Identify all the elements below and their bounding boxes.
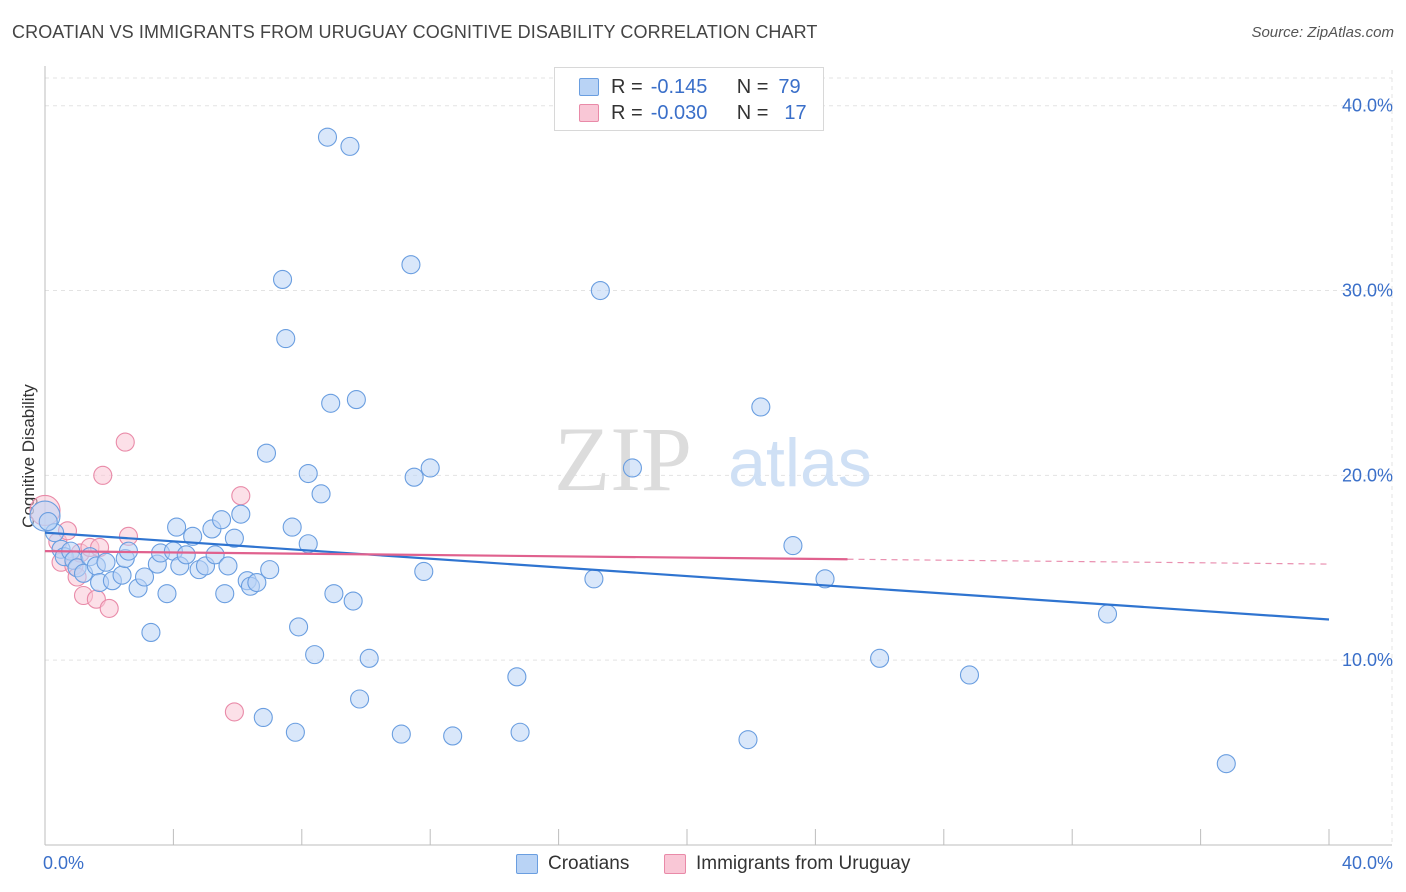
bottom-legend-croatians: Croatians — [516, 852, 629, 876]
y-tick-label: 10.0% — [1342, 650, 1393, 670]
grid-lines — [45, 70, 1393, 845]
croatian-point — [298, 463, 318, 484]
croatian-point — [272, 269, 293, 290]
watermark-atlas: atlas — [728, 425, 872, 501]
croatian-point — [305, 645, 325, 665]
croatian-point — [343, 591, 363, 611]
croatians-n-value: 79 — [778, 75, 801, 98]
uruguay-legend-label: Immigrants from Uruguay — [696, 853, 911, 874]
croatian-point — [256, 443, 277, 463]
croatian-point — [359, 648, 379, 668]
axes — [44, 66, 1392, 846]
watermark-zip: ZIP — [554, 408, 692, 510]
croatian-point — [224, 528, 244, 548]
croatian-point — [622, 458, 642, 478]
croatian-point — [443, 726, 463, 746]
croatian-point — [311, 484, 331, 504]
y-axis-label: Cognitive Disability — [19, 384, 38, 528]
bottom-legend-uruguay: Immigrants from Uruguay — [664, 852, 910, 876]
r-label: R = — [611, 101, 643, 124]
uruguay-trend-extension — [847, 558, 1330, 565]
uruguay-trend-line — [44, 550, 848, 561]
croatian-point — [317, 127, 338, 147]
croatian-point — [183, 526, 203, 546]
uruguay-swatch — [579, 104, 599, 122]
uruguay-point — [99, 598, 119, 618]
croatian-point — [738, 730, 758, 750]
croatians-trend-line — [44, 531, 1330, 621]
croatian-point — [215, 584, 235, 604]
croatian-point — [285, 722, 305, 742]
uruguay-point — [231, 486, 251, 506]
croatian-point — [510, 722, 530, 742]
croatian-point — [870, 648, 890, 668]
croatian-point — [751, 397, 771, 417]
croatian-point — [260, 560, 280, 580]
uruguay-point — [224, 702, 244, 722]
croatian-point — [176, 545, 196, 565]
croatian-point — [404, 467, 424, 487]
r-label: R = — [611, 75, 643, 98]
croatian-point — [346, 390, 366, 410]
croatian-point — [289, 617, 309, 637]
chart-title: CROATIAN VS IMMIGRANTS FROM URUGUAY COGN… — [12, 22, 818, 42]
croatian-point — [340, 136, 360, 156]
watermark: ZIP atlas — [554, 408, 872, 510]
x-tick-labels: 0.0% 40.0% — [43, 853, 1393, 873]
stats-legend: R = -0.145 N = 79 R = -0.030 N = 17 — [554, 67, 824, 131]
croatian-point — [414, 561, 434, 582]
croatian-point — [205, 545, 225, 565]
croatian-point — [96, 552, 116, 572]
legend-row-croatians: R = -0.145 N = 79 — [579, 74, 801, 100]
uruguay-r-value: -0.030 — [650, 101, 708, 124]
croatian-point — [321, 393, 341, 413]
croatians-r-value: -0.145 — [650, 75, 708, 98]
y-tick-label: 40.0% — [1342, 96, 1393, 116]
uruguay-legend-swatch — [664, 854, 686, 874]
legend-row-uruguay: R = -0.030 N = 17 — [579, 100, 807, 126]
croatian-point — [324, 584, 344, 604]
uruguay-n-value: 17 — [784, 101, 807, 124]
croatians-legend-label: Croatians — [548, 853, 630, 874]
croatian-point — [350, 689, 370, 709]
croatian-point — [959, 665, 980, 685]
croatian-point — [157, 584, 177, 604]
croatian-point — [282, 517, 302, 537]
y-tick-labels: 10.0% 20.0% 30.0% 40.0% — [1342, 96, 1393, 670]
croatian-point — [253, 707, 273, 728]
croatian-point — [391, 724, 411, 744]
y-tick-label: 30.0% — [1342, 281, 1393, 301]
x-tick-label: 40.0% — [1342, 853, 1393, 873]
croatian-point — [247, 573, 267, 593]
croatians-swatch — [579, 78, 599, 96]
croatian-point — [1097, 604, 1118, 624]
n-label: N = — [736, 101, 769, 124]
croatian-point — [401, 255, 421, 275]
croatian-point — [218, 556, 238, 576]
croatian-point — [584, 569, 604, 589]
croatian-point — [38, 512, 58, 532]
n-label: N = — [736, 75, 769, 98]
croatian-point — [276, 329, 296, 349]
trend-lines — [44, 531, 1330, 621]
croatian-point — [507, 667, 527, 687]
y-tick-label: 20.0% — [1342, 465, 1393, 485]
croatian-point — [112, 565, 132, 585]
croatian-point — [134, 567, 155, 587]
uruguay-point — [93, 465, 113, 485]
croatian-point — [815, 569, 835, 589]
croatian-point — [231, 504, 251, 524]
croatian-point — [141, 622, 161, 643]
croatians-legend-swatch — [516, 854, 538, 874]
croatian-point — [783, 536, 803, 556]
croatian-point — [420, 458, 440, 478]
croatian-point — [590, 280, 610, 301]
x-tick-label: 0.0% — [43, 853, 84, 873]
source-label: Source: ZipAtlas.com — [1251, 24, 1394, 41]
croatian-point — [167, 517, 187, 537]
croatian-point — [1216, 754, 1236, 774]
croatian-point — [212, 510, 232, 530]
uruguay-point — [115, 432, 135, 452]
